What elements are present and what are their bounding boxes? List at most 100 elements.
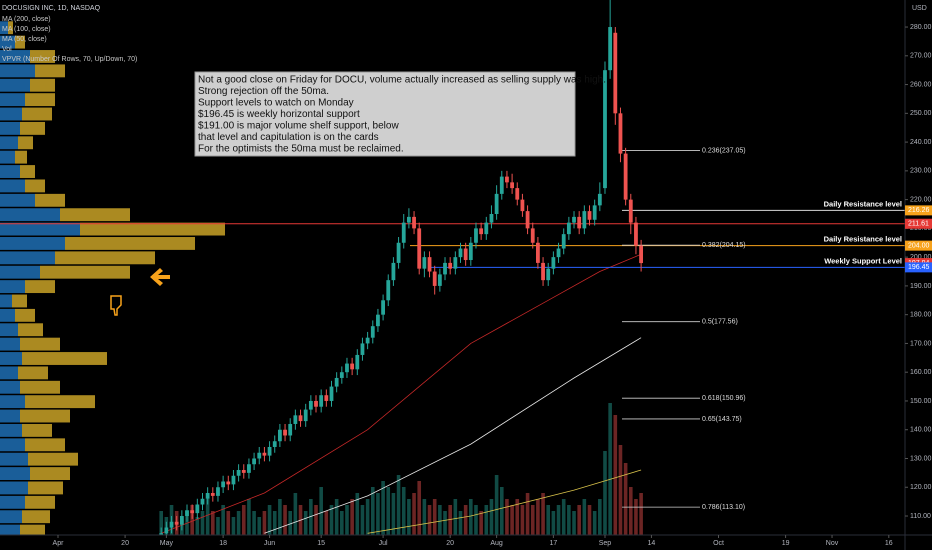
candle-body — [613, 32, 618, 114]
price-tag — [905, 240, 932, 251]
vpvr-up-bar — [0, 93, 25, 107]
volume-bar — [510, 505, 514, 535]
candle-body — [427, 257, 432, 272]
annotation-line: that level and capitulation is on the ca… — [198, 132, 379, 143]
volume-bar — [272, 511, 277, 535]
annotation-box — [194, 71, 576, 157]
thumbs-down-icon — [110, 295, 122, 316]
candle-body — [541, 262, 545, 281]
volume-bar — [303, 511, 308, 535]
candle-body — [484, 222, 489, 235]
y-tick-label: 230.00 — [910, 168, 932, 175]
candle-body — [489, 214, 494, 223]
volume-bar — [572, 511, 576, 535]
vpvr-down-bar — [22, 423, 52, 437]
candle-body — [443, 262, 447, 275]
vpvr-up-bar — [0, 193, 35, 207]
candle-body — [247, 464, 251, 473]
candle-body — [453, 257, 458, 269]
volume-bar — [551, 511, 556, 535]
vpvr-up-bar — [0, 121, 20, 135]
y-tick-label: 160.00 — [910, 369, 932, 376]
volume-bar — [623, 463, 628, 535]
candle-body — [190, 510, 195, 514]
y-tick-label: 180.00 — [910, 312, 932, 319]
x-tick-label: 17 — [549, 540, 557, 547]
candle-body — [474, 228, 478, 243]
volume-bar — [252, 511, 256, 535]
vpvr-up-bar — [0, 208, 60, 222]
vpvr-up-bar — [0, 352, 22, 365]
vpvr-down-bar — [25, 280, 55, 294]
volume-bar — [443, 511, 447, 535]
volume-bar — [499, 487, 504, 535]
candle-body — [288, 423, 293, 436]
candle-body — [159, 533, 164, 535]
arrow-icon — [150, 268, 170, 286]
vpvr-down-bar — [35, 64, 65, 78]
volume-bar — [453, 499, 458, 535]
y-tick-label: 120.00 — [910, 484, 932, 491]
vpvr-down-bar — [15, 308, 35, 322]
volume-bar — [587, 505, 592, 535]
vpvr-down-bar — [40, 265, 130, 279]
volume-bar — [381, 481, 385, 535]
candle-body — [272, 441, 277, 447]
vpvr-up-bar — [0, 481, 28, 495]
fib-label: 0.618(150.96) — [702, 395, 746, 402]
volume-bar — [360, 505, 365, 535]
candle-body — [324, 395, 329, 401]
vpvr-up-bar — [0, 21, 8, 35]
volume-bar — [613, 415, 618, 535]
vpvr-down-bar — [22, 510, 50, 524]
volume-bar — [407, 499, 411, 535]
candle-body — [365, 337, 370, 344]
volume-bar — [350, 499, 354, 535]
vpvr-up-bar — [0, 395, 25, 409]
candle-body — [283, 429, 287, 436]
candle-body — [494, 193, 499, 214]
candle-body — [210, 493, 215, 496]
volume-bar — [195, 517, 200, 535]
x-tick-label: 19 — [782, 540, 790, 547]
candle-body — [505, 176, 509, 183]
volume-bar — [494, 475, 499, 535]
vpvr-down-bar — [20, 409, 70, 423]
volume-bar — [226, 511, 231, 535]
vpvr-down-bar — [18, 323, 43, 337]
volume-bar — [592, 511, 597, 535]
candle-body — [628, 199, 633, 223]
volume-bar — [262, 511, 267, 535]
candle-body — [422, 257, 427, 269]
vpvr-up-bar — [0, 510, 22, 524]
candle-body — [185, 510, 189, 517]
volume-bar — [340, 511, 344, 535]
vpvr-down-bar — [15, 150, 27, 164]
vpvr-up-bar — [0, 50, 30, 63]
x-tick-label: 20 — [446, 540, 454, 547]
vpvr-up-bar — [0, 452, 28, 466]
vpvr-up-bar — [0, 64, 35, 78]
price-tag-label: 204.00 — [908, 242, 930, 249]
vpvr-up-bar — [0, 467, 30, 480]
currency-label: USD — [912, 5, 927, 12]
y-tick-label: 150.00 — [910, 398, 932, 405]
price-tag — [905, 262, 932, 273]
volume-bar — [205, 499, 210, 535]
x-tick-label: Jul — [379, 540, 388, 547]
volume-bar — [370, 487, 375, 535]
candle-body — [587, 211, 592, 220]
volume-bar — [247, 499, 251, 535]
candle-body — [572, 216, 576, 223]
candle-body — [205, 493, 210, 499]
vpvr-down-bar — [25, 93, 55, 107]
volume-bar — [634, 499, 638, 535]
vpvr-up-bar — [0, 409, 20, 423]
annotation-line: Not a good close on Friday for DOCU, vol… — [198, 75, 606, 86]
vpvr-up-bar — [0, 380, 20, 394]
candle-body — [608, 27, 613, 71]
fib-label: 0.786(113.10) — [702, 504, 745, 511]
vpvr-down-bar — [20, 524, 45, 535]
